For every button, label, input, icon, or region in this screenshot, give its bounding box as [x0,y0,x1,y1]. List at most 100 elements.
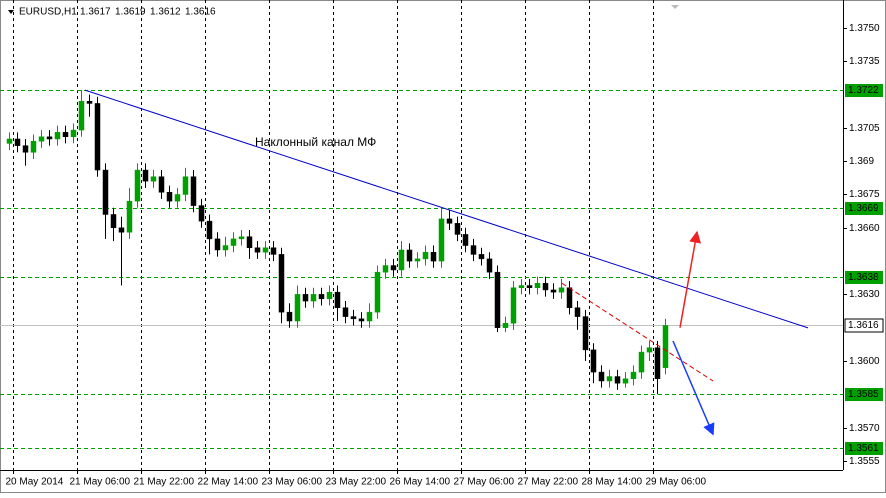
candle-body [6,138,13,144]
candle-body [238,236,245,240]
candle-body [470,245,477,255]
candle-body [662,325,669,368]
candle-body [478,254,485,260]
candle-body [286,311,293,322]
y-tick-label: 1.3675 [849,189,880,200]
level-label: 1.3669 [848,203,879,214]
menu-triangle[interactable] [8,10,14,14]
shift-marker [671,5,679,9]
candle-body [574,307,581,317]
candle-body [254,247,261,253]
candle-body [158,176,165,193]
candle-body [614,376,621,384]
candle-body [366,311,373,322]
candle-body [438,218,445,262]
candle-body [214,238,221,251]
level-box [845,202,883,215]
candle-body [358,318,365,322]
candle-body [390,265,397,271]
x-tick-label: 20 May 2014 [6,477,64,488]
y-tick-label: 1.369 [849,156,874,167]
candle-body [326,291,333,300]
y-tick-label: 1.3660 [849,223,880,234]
candle-body [646,347,653,353]
candle-body [294,294,301,322]
candle-body [334,291,341,308]
level-label: 1.3585 [848,389,879,400]
y-tick-label: 1.3750 [849,23,880,34]
candle-body [558,287,565,293]
candle-body [518,285,525,288]
candle-body [638,351,645,373]
candle-body [374,271,381,313]
candle-body [270,247,277,255]
candle-body [94,103,101,171]
candle-body [630,371,637,380]
candle-body [382,265,389,273]
candle-body [142,169,149,182]
current-price-label: 1.3616 [848,320,879,331]
header-price: 1.3616 [185,7,216,18]
candle-body [46,136,53,140]
candle-body [78,100,85,131]
candle-body [126,200,133,233]
y-tick-label: 1.3735 [849,56,880,67]
candle-body [150,176,157,182]
candle-body [310,294,317,302]
y-tick-label: 1.3705 [849,123,880,134]
candle-body [398,249,405,271]
candle-body [494,271,501,328]
candle-body [206,220,213,240]
candle-body [182,176,189,195]
candle-body [622,378,629,384]
x-tick-label: 23 May 22:00 [326,477,387,488]
candle-body [406,249,413,262]
candle-body [606,376,613,382]
level-box [845,388,883,401]
x-tick-label: 23 May 06:00 [262,477,323,488]
candle-body [454,223,461,235]
level-box [845,442,883,455]
candle-body [534,283,541,288]
candle-body [118,227,125,233]
x-tick-label: 21 May 22:00 [134,477,195,488]
y-tick-label: 1.3570 [849,423,880,434]
annotation: Наклонный канал МФ [255,135,376,149]
candle-body [414,258,421,262]
candle-body [30,140,37,153]
header-price: 1.3617 [80,7,111,18]
x-tick-label: 29 May 06:00 [646,477,707,488]
y-tick-label: 1.3600 [849,356,880,367]
arrow [672,340,715,436]
candle-body [166,192,173,202]
candle-body [342,307,349,317]
y-tick-label: 1.3630 [849,289,880,300]
candle-body [190,176,197,206]
x-tick-label: 21 May 06:00 [70,477,131,488]
candle-body [582,316,589,351]
candle-body [70,129,77,138]
candle-body [446,218,453,224]
x-tick-label: 28 May 14:00 [582,477,643,488]
symbol: EURUSD,H1 [19,7,77,18]
candle-body [422,251,429,260]
candle-body [278,254,285,313]
candle-body [198,205,205,222]
candle-body [174,194,181,202]
candle-body [566,287,573,308]
x-tick-label: 27 May 22:00 [518,477,579,488]
header-price: 1.3619 [115,7,146,18]
level-label: 1.3561 [848,443,879,454]
y-tick-label: 1.3555 [849,456,880,467]
candle-body [62,132,69,138]
x-tick-label: 26 May 14:00 [390,477,451,488]
candle-body [222,245,229,251]
x-tick-label: 27 May 06:00 [454,477,515,488]
candle-body [102,169,109,215]
candle-body [542,283,549,291]
level-label: 1.3638 [848,272,879,283]
candle-body [230,238,237,246]
current-price-box [844,318,884,333]
x-tick-label: 22 May 14:00 [198,477,259,488]
candle-body [462,234,469,246]
